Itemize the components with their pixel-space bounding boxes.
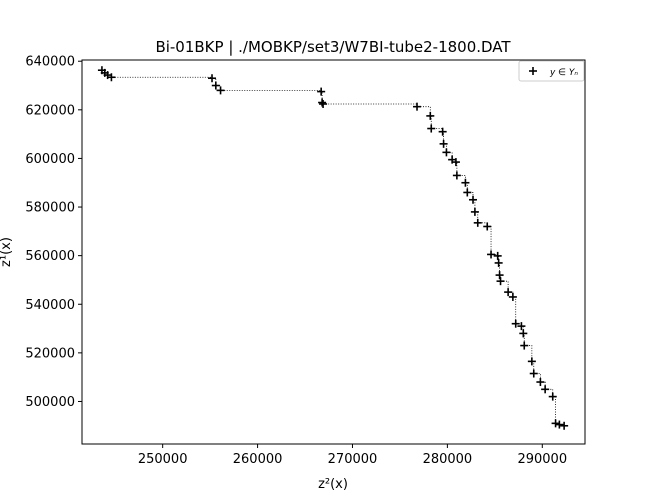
data-point bbox=[208, 74, 217, 83]
y-tick-label: 540000 bbox=[25, 298, 75, 313]
data-point bbox=[317, 87, 326, 96]
data-point bbox=[529, 369, 538, 378]
y-tick-label: 620000 bbox=[25, 103, 75, 118]
data-point bbox=[469, 195, 478, 204]
data-point bbox=[319, 99, 328, 108]
y-tick-label: 580000 bbox=[25, 201, 75, 216]
x-tick-label: 290000 bbox=[517, 452, 567, 467]
y-axis-label: z¹(x) bbox=[0, 237, 14, 267]
data-point bbox=[511, 319, 520, 328]
legend-entry: y ∈ Yₙ bbox=[549, 68, 578, 78]
series-layer bbox=[97, 66, 569, 430]
data-point bbox=[413, 102, 422, 111]
y-tick-label: 600000 bbox=[25, 152, 75, 167]
x-axis: 250000 260000 270000 280000 290000 bbox=[138, 444, 567, 467]
y-tick-label: 520000 bbox=[25, 346, 75, 361]
data-point bbox=[107, 73, 116, 82]
data-point bbox=[517, 322, 526, 331]
data-point bbox=[438, 127, 447, 136]
data-point bbox=[494, 258, 503, 267]
data-point bbox=[508, 292, 517, 301]
data-point bbox=[536, 378, 545, 387]
data-point bbox=[555, 420, 564, 429]
data-point bbox=[216, 86, 225, 95]
data-point bbox=[463, 188, 472, 197]
data-point bbox=[520, 341, 529, 350]
x-tick-label: 260000 bbox=[233, 452, 283, 467]
data-point bbox=[442, 148, 451, 157]
x-tick-label: 250000 bbox=[138, 452, 188, 467]
data-point bbox=[470, 207, 479, 216]
legend-marker-plus-icon bbox=[529, 67, 537, 75]
data-point bbox=[483, 222, 492, 231]
data-point bbox=[560, 421, 569, 430]
data-point bbox=[527, 357, 536, 366]
data-point bbox=[318, 98, 327, 107]
data-point bbox=[548, 392, 557, 401]
chart-title: Bi-01BKP | ./MOBKP/set3/W7BI-tube2-1800.… bbox=[155, 38, 511, 56]
data-point bbox=[452, 171, 461, 180]
x-tick-label: 280000 bbox=[423, 452, 473, 467]
data-point bbox=[551, 419, 560, 428]
data-point bbox=[487, 250, 496, 259]
legend-box bbox=[518, 60, 585, 82]
data-point bbox=[473, 218, 482, 227]
data-point bbox=[211, 81, 220, 90]
data-point bbox=[504, 288, 513, 297]
series-connector-line bbox=[101, 69, 565, 426]
data-point bbox=[461, 178, 470, 187]
y-tick-label: 560000 bbox=[25, 249, 75, 264]
plot-frame bbox=[81, 59, 586, 445]
legend: y ∈ Yₙ bbox=[518, 60, 585, 82]
data-point bbox=[493, 251, 502, 260]
y-axis: 500000 520000 540000 560000 580000 600000 6200… bbox=[25, 55, 82, 410]
data-point bbox=[496, 277, 505, 286]
data-point bbox=[426, 111, 435, 120]
data-point bbox=[439, 139, 448, 148]
y-tick-label: 640000 bbox=[25, 55, 75, 70]
data-point bbox=[519, 329, 528, 338]
x-axis-label: z²(x) bbox=[318, 477, 348, 492]
data-point bbox=[495, 271, 504, 280]
y-tick-label: 500000 bbox=[25, 395, 75, 410]
data-point bbox=[451, 158, 460, 167]
data-point bbox=[427, 124, 436, 133]
data-point bbox=[541, 385, 550, 394]
x-tick-label: 270000 bbox=[328, 452, 378, 467]
